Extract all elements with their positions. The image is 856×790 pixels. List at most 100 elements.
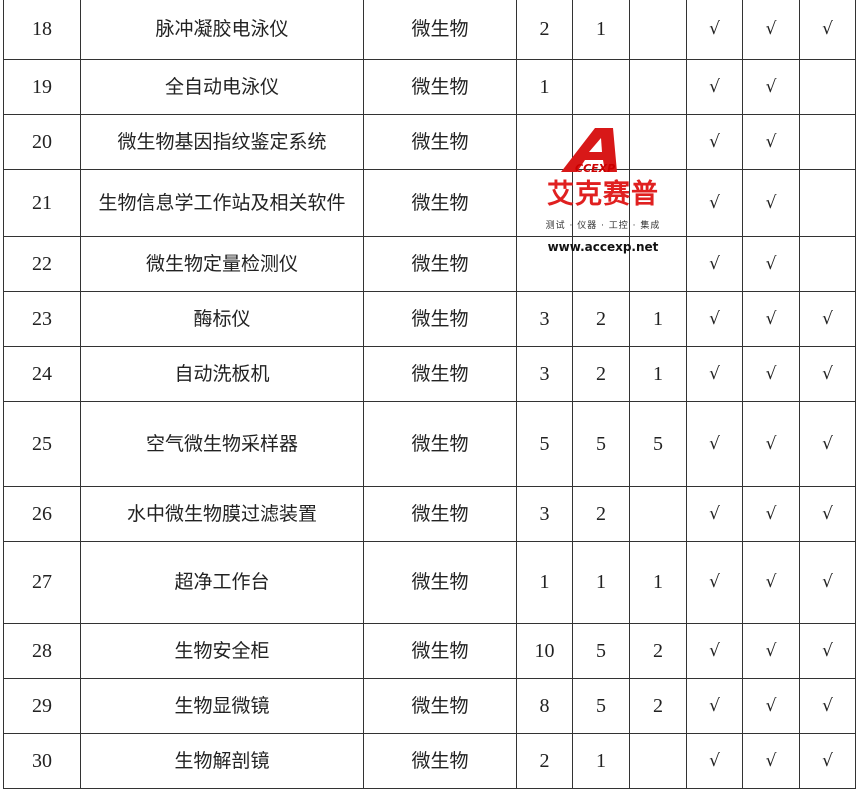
- cell-m2: √: [742, 58, 800, 115]
- cell-m3: √: [799, 345, 856, 402]
- cell-c3: 5: [629, 400, 687, 487]
- watermark-brand: 艾克赛普: [547, 179, 659, 210]
- table-row: 19 全自动电泳仪 微生物 1 √ √: [3, 58, 856, 115]
- cell-m3: √: [799, 0, 856, 60]
- accexp-logo-icon: CCEXP: [561, 128, 617, 174]
- watermark-url: www.accexp.net: [547, 240, 659, 254]
- cell-name: 微生物定量检测仪: [80, 235, 364, 292]
- cell-m3: [799, 113, 856, 170]
- table-row: 24 自动洗板机 微生物 3 2 1 √ √ √: [3, 345, 856, 402]
- cell-category: 微生物: [363, 290, 517, 347]
- cell-m1: √: [686, 58, 743, 115]
- cell-m1: √: [686, 290, 743, 347]
- cell-name: 超净工作台: [80, 540, 364, 624]
- cell-m1: √: [686, 0, 743, 60]
- cell-c2: 2: [572, 485, 630, 542]
- cell-c1: 1: [516, 540, 573, 624]
- cell-m2: √: [742, 168, 800, 237]
- cell-c1: 2: [516, 732, 573, 789]
- cell-category: 微生物: [363, 485, 517, 542]
- cell-c2: [572, 235, 630, 292]
- cell-c2: 5: [572, 677, 630, 734]
- cell-no: 28: [3, 622, 81, 679]
- table-row: 18 脉冲凝胶电泳仪 微生物 2 1 √ √ √: [3, 0, 856, 60]
- cell-no: 24: [3, 345, 81, 402]
- cell-c3: 1: [629, 290, 687, 347]
- cell-m2: √: [742, 235, 800, 292]
- cell-no: 21: [3, 168, 81, 237]
- cell-m2: √: [742, 677, 800, 734]
- watermark-tagline: 测试 · 仪器 · 工控 · 集成: [545, 221, 661, 231]
- cell-c2: 1: [572, 540, 630, 624]
- cell-c3: [629, 0, 687, 60]
- cell-c2: 1: [572, 732, 630, 789]
- cell-m3: √: [799, 677, 856, 734]
- table-row: 28 生物安全柜 微生物 10 5 2 √ √ √: [3, 622, 856, 679]
- cell-m1: √: [686, 677, 743, 734]
- cell-c1: 2: [516, 0, 573, 60]
- cell-category: 微生物: [363, 345, 517, 402]
- cell-m3: [799, 235, 856, 292]
- table-row: 22 微生物定量检测仪 微生物 √ √: [3, 235, 856, 292]
- cell-m1: √: [686, 732, 743, 789]
- cell-c3: [629, 113, 687, 170]
- cell-m2: √: [742, 400, 800, 487]
- cell-m3: [799, 168, 856, 237]
- cell-m2: √: [742, 732, 800, 789]
- cell-category: 微生物: [363, 622, 517, 679]
- cell-name: 水中微生物膜过滤装置: [80, 485, 364, 542]
- cell-name: 脉冲凝胶电泳仪: [80, 0, 364, 60]
- cell-no: 27: [3, 540, 81, 624]
- cell-m1: √: [686, 622, 743, 679]
- cell-c2: 5: [572, 622, 630, 679]
- cell-no: 29: [3, 677, 81, 734]
- cell-c3: 2: [629, 622, 687, 679]
- table-row: 25 空气微生物采样器 微生物 5 5 5 √ √ √: [3, 400, 856, 487]
- table-row: 21 生物信息学工作站及相关软件 微生物 √ √: [3, 168, 856, 237]
- cell-c3: 1: [629, 540, 687, 624]
- cell-no: 25: [3, 400, 81, 487]
- svg-text:CCEXP: CCEXP: [575, 162, 615, 174]
- cell-c1: 1: [516, 58, 573, 115]
- cell-category: 微生物: [363, 540, 517, 624]
- cell-no: 30: [3, 732, 81, 789]
- table-row: 20 微生物基因指纹鉴定系统 微生物 √ √: [3, 113, 856, 170]
- cell-m2: √: [742, 113, 800, 170]
- equipment-table: 18 脉冲凝胶电泳仪 微生物 2 1 √ √ √ 19 全自动电泳仪 微生物 1 √ √ 20 微生物基因指纹…: [3, 0, 856, 789]
- cell-m1: √: [686, 235, 743, 292]
- cell-category: 微生物: [363, 0, 517, 60]
- cell-c3: [629, 732, 687, 789]
- table-row: 30 生物解剖镜 微生物 2 1 √ √ √: [3, 732, 856, 789]
- cell-name: 生物解剖镜: [80, 732, 364, 789]
- cell-m3: √: [799, 622, 856, 679]
- cell-c1: 3: [516, 290, 573, 347]
- cell-name: 生物信息学工作站及相关软件: [80, 168, 364, 237]
- cell-c2: 1: [572, 0, 630, 60]
- cell-c1: 10: [516, 622, 573, 679]
- cell-no: 18: [3, 0, 81, 60]
- cell-c2: 5: [572, 400, 630, 487]
- cell-m1: √: [686, 540, 743, 624]
- cell-c1: 3: [516, 345, 573, 402]
- cell-name: 空气微生物采样器: [80, 400, 364, 487]
- cell-m3: √: [799, 400, 856, 487]
- cell-m2: √: [742, 345, 800, 402]
- cell-c3: [629, 235, 687, 292]
- cell-m3: √: [799, 540, 856, 624]
- cell-m1: √: [686, 400, 743, 487]
- cell-m2: √: [742, 0, 800, 60]
- cell-m1: √: [686, 168, 743, 237]
- cell-c1: 3: [516, 485, 573, 542]
- cell-m3: √: [799, 290, 856, 347]
- cell-name: 全自动电泳仪: [80, 58, 364, 115]
- cell-m3: √: [799, 732, 856, 789]
- cell-c3: 2: [629, 677, 687, 734]
- cell-c3: 1: [629, 345, 687, 402]
- cell-category: 微生物: [363, 168, 517, 237]
- cell-c2: 2: [572, 345, 630, 402]
- cell-c1: 5: [516, 400, 573, 487]
- watermark-logo: CCEXP 艾克赛普 测试 · 仪器 · 工控 · 集成 www.accexp.…: [522, 122, 684, 288]
- cell-no: 19: [3, 58, 81, 115]
- table-row: 27 超净工作台 微生物 1 1 1 √ √ √: [3, 540, 856, 624]
- cell-m2: √: [742, 622, 800, 679]
